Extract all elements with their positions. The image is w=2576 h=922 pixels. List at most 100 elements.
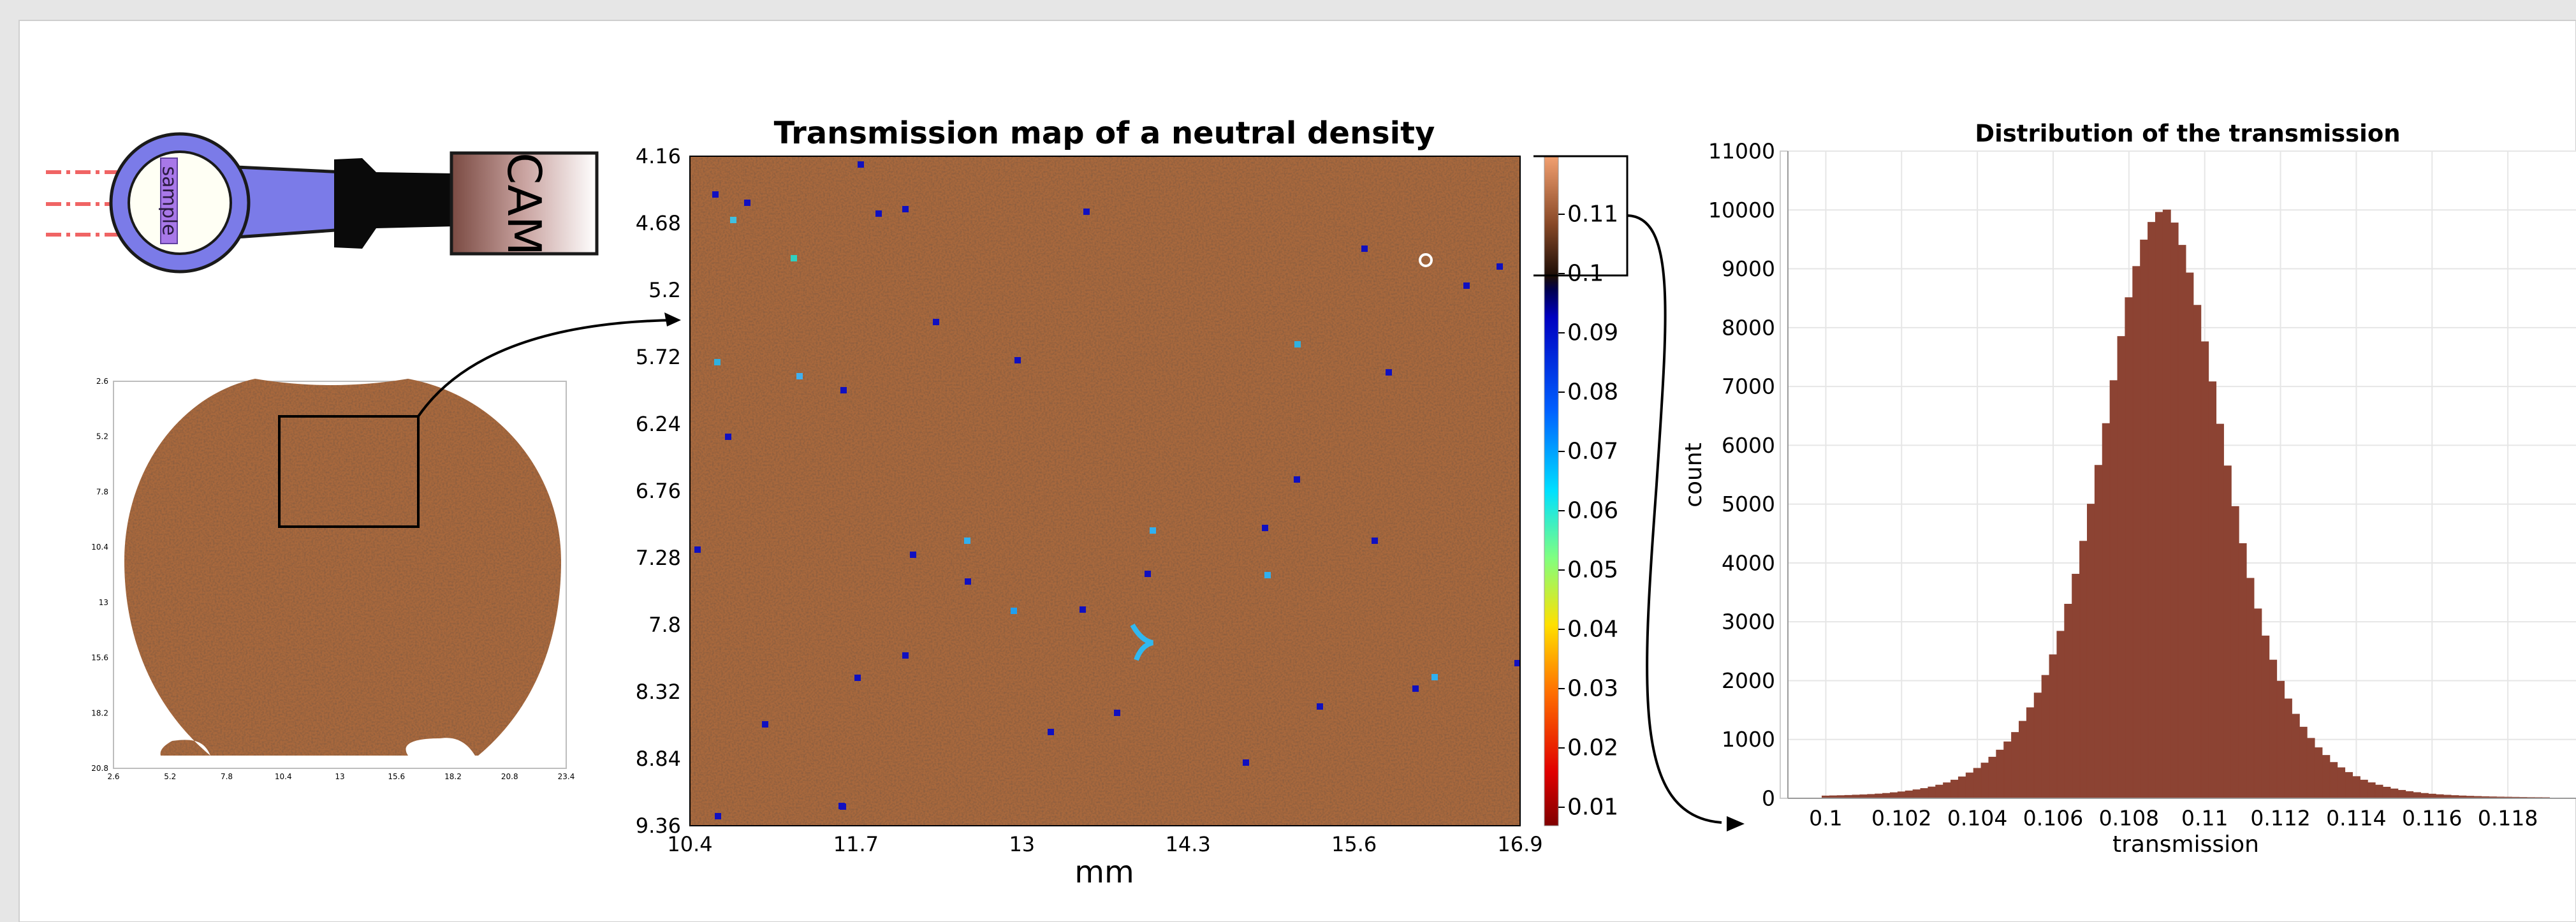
histogram-x-label: transmission [2112,831,2259,858]
thumbnail-y-tick-label: 15.6 [91,654,108,662]
histogram-bar [1965,772,1974,799]
map-defect-spot [715,813,721,819]
thumbnail-x-tick-label: 5.2 [164,772,176,781]
map-y-tick-label: 4.16 [636,144,681,168]
histogram-bar [2276,680,2285,799]
map-y-tick-label: 8.32 [636,680,681,704]
histogram-bar [2056,631,2065,799]
sample-slide [160,157,178,244]
histogram-bar [2230,506,2239,799]
histogram-bar [2246,578,2255,799]
histogram-bar [2072,573,2081,799]
map-defect-spot [694,546,701,553]
lens-tube [234,165,346,239]
histogram-bar [2216,423,2224,799]
histogram-title: Distribution of the transmission [1975,120,2400,147]
histogram-x-tick-label: 0.104 [1947,806,2007,831]
histogram-bar [2352,776,2360,799]
transmission-map: Transmission map of a neutral density 4.… [636,115,1628,890]
map-defect-spot [964,538,970,544]
map-defect-spot [1386,369,1392,376]
map-defect-spot [902,206,909,212]
map-y-tick-label: 5.2 [648,278,681,302]
histogram-bar [2413,792,2421,799]
map-y-tick-label: 6.24 [636,412,681,436]
histogram-bar [2238,543,2247,799]
map-x-tick-label: 13 [1009,832,1035,856]
map-scratch [1130,623,1154,661]
map-defect-spot [1048,729,1054,735]
map-y-ticks: 4.16 4.68 5.2 5.72 6.24 6.76 7.28 7.8 8.32 8.84 9.… [636,144,681,838]
histogram-bar [1935,784,1944,799]
histogram-bars [1787,151,2576,799]
histogram-bar [2049,654,2058,799]
histogram-bar [2102,423,2111,799]
histogram-y-tick-label: 8000 [1722,315,1775,340]
map-defect-spot [1294,476,1300,483]
thumbnail-y-tick-label: 5.2 [96,432,108,441]
histogram-bar [2117,336,2126,799]
histogram-y-tick-label: 9000 [1722,256,1775,281]
histogram-bar [2345,772,2353,799]
histogram-x-tick-label: 0.112 [2250,806,2310,831]
histogram-bar [2109,380,2118,799]
histogram-bar [2291,713,2300,799]
histogram-bar [2177,245,2186,799]
colorbar-tick-label: 0.02 [1567,735,1618,761]
histogram-x-tick-label: 0.118 [2478,806,2538,831]
histogram-bar [2306,738,2315,799]
histogram-bar [2086,504,2095,799]
map-x-ticks: 10.4 11.7 13 14.3 15.6 16.9 [667,832,1542,856]
histogram-bar [2314,747,2323,799]
map-defect-spot [1262,525,1268,531]
map-defect-spot [1150,527,1156,534]
map-defect-spot [1431,674,1438,680]
histogram-bar [1882,793,1891,799]
histogram-bar [1980,763,1989,799]
histogram-bar [2026,707,2035,799]
histogram-bar [1958,776,1966,799]
map-defect-spot [1463,282,1470,289]
histogram-bar [2299,726,2308,799]
histogram-bar [2148,222,2156,799]
histogram-x-tick-label: 0.114 [2326,806,2386,831]
histogram-bar [2094,465,2103,799]
map-defect-spot [910,552,916,558]
histogram-x-ticks: 0.1 0.102 0.104 0.106 0.108 0.11 0.112 0.114 0.1… [1809,806,2538,831]
map-x-tick-label: 11.7 [833,832,879,856]
map-x-label: mm [1074,854,1134,890]
histogram-x-tick-label: 0.108 [2099,806,2159,831]
histogram-bar [2140,239,2149,799]
colorbar [1544,156,1559,826]
map-title: Transmission map of a neutral density [774,115,1435,151]
map-defect-spot [1264,572,1271,578]
map-y-tick-label: 5.72 [636,345,681,369]
histogram-bar [2329,762,2338,799]
histogram-bar [2420,793,2429,799]
histogram-bar [2185,272,2194,799]
histogram-bar [2064,604,2073,799]
histogram-bar [1889,792,1898,799]
histogram-y-tick-label: 10000 [1708,198,1775,223]
map-defect-spot [1083,209,1090,215]
map-defect-spot [1014,357,1021,363]
histogram-bar [2079,541,2088,799]
histogram-bar [1875,793,1884,799]
map-defect-spot [1361,245,1368,252]
histogram-bar [2033,692,2042,799]
histogram-bar [2193,305,2202,799]
thumbnail-x-tick-label: 7.8 [221,772,233,781]
histogram-bar [2382,786,2391,799]
map-defect-spot [933,319,939,325]
map-defect-spot [1497,263,1503,270]
histogram-x-tick-label: 0.11 [2181,806,2228,831]
histogram-y-tick-label: 7000 [1722,374,1775,399]
histogram-y-tick-label: 1000 [1722,727,1775,752]
thumbnail-y-tick-label: 13 [99,598,108,607]
map-defect-spot [1412,685,1419,692]
thumbnail-x-tick-label: 13 [335,772,344,781]
map-defect-spot [791,255,797,261]
map-defect-spot [838,803,845,809]
arrowhead-icon [1727,816,1745,831]
map-defect-spot [1294,341,1301,348]
